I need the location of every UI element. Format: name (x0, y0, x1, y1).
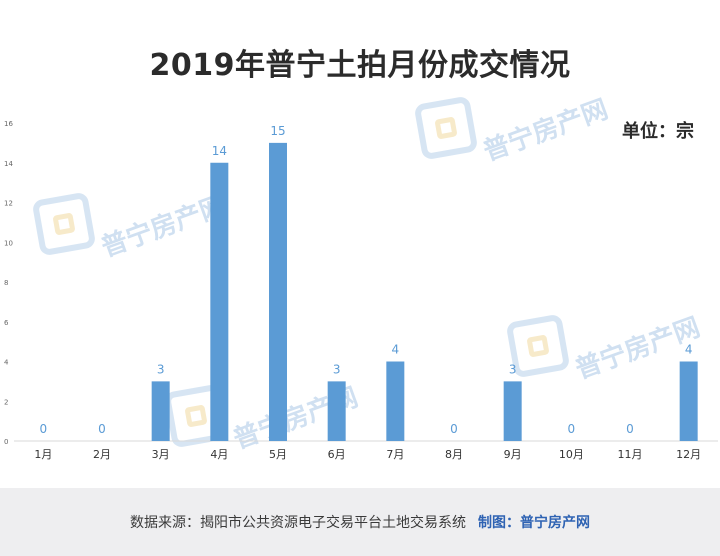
unit-label: 单位：宗 (622, 121, 694, 142)
data-label: 0 (450, 422, 458, 436)
data-label: 0 (626, 422, 634, 436)
bar-chart: 0 2 4 6 8 10 12 14 16 0 1月 0 2月 3 3月 14 4月 15 5月 3 6月 4 7月 0 8月 3… (4, 120, 718, 461)
credit-name: 普宁房产网 (520, 515, 590, 531)
y-tick-label: 4 (4, 359, 9, 367)
x-tick-label: 10月 (559, 448, 584, 461)
y-tick-label: 8 (4, 279, 8, 287)
bar (679, 361, 698, 441)
bar (327, 381, 346, 441)
y-tick-label: 10 (4, 239, 13, 247)
data-label: 15 (270, 124, 285, 138)
y-tick-label: 12 (4, 200, 13, 208)
y-tick-label: 16 (4, 120, 13, 128)
y-tick-label: 6 (4, 319, 9, 327)
credit-label: 制图： (478, 515, 520, 531)
x-tick-label: 12月 (676, 448, 701, 461)
x-tick-label: 11月 (618, 448, 643, 461)
x-tick-label: 9月 (504, 448, 522, 461)
x-tick-label: 5月 (269, 448, 287, 461)
x-tick-label: 4月 (210, 448, 228, 461)
x-tick-label: 6月 (328, 448, 346, 461)
x-tick-label: 7月 (386, 448, 404, 461)
x-tick-label: 2月 (93, 448, 111, 461)
data-label: 4 (685, 343, 693, 357)
chart-title: 2019年普宁土拍月份成交情况 (149, 48, 571, 83)
data-label: 4 (392, 343, 400, 357)
data-label: 0 (40, 422, 48, 436)
y-tick-label: 14 (4, 160, 13, 168)
x-tick-label: 1月 (34, 448, 52, 461)
bar (210, 162, 229, 441)
data-label: 0 (568, 422, 576, 436)
data-label: 14 (212, 144, 227, 158)
data-label: 3 (333, 362, 341, 376)
bar (269, 142, 287, 441)
data-label: 3 (157, 362, 165, 376)
bar (151, 381, 170, 441)
bar (503, 381, 522, 441)
y-tick-label: 0 (4, 438, 8, 446)
x-tick-label: 8月 (445, 448, 463, 461)
footer: 数据来源：揭阳市公共资源电子交易平台土地交易系统 制图： 普宁房产网 (0, 488, 720, 556)
data-label: 3 (509, 362, 517, 376)
source-text: 数据来源：揭阳市公共资源电子交易平台土地交易系统 (130, 515, 466, 531)
x-tick-label: 3月 (152, 448, 170, 461)
data-label: 0 (98, 422, 106, 436)
bar (386, 361, 405, 441)
y-tick-label: 2 (4, 398, 8, 406)
